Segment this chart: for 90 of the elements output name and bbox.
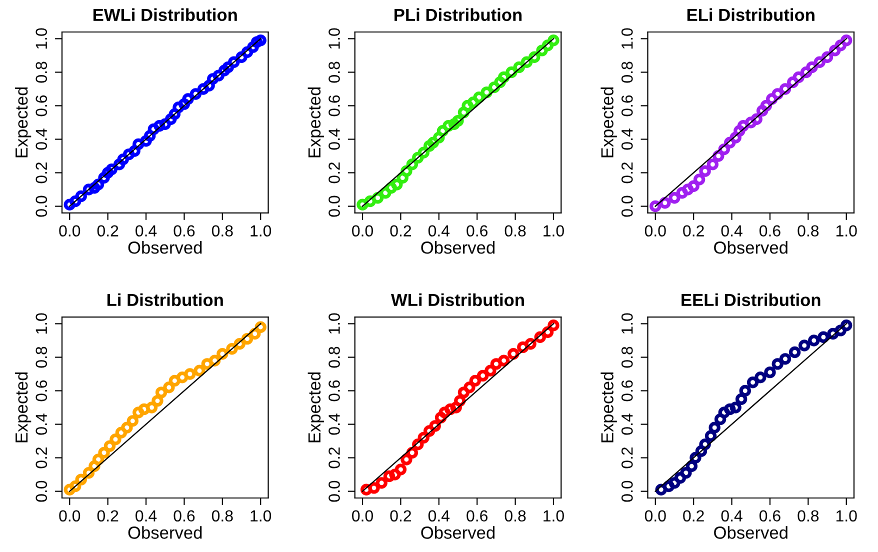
x-tick-label: 0.4 [721,225,742,237]
y-tick-label: 0.8 [36,62,48,83]
x-tick-label: 1.0 [544,225,564,237]
x-tick-label: 0.2 [390,510,412,522]
x-axis-title: Observed [714,526,788,539]
x-tick-label: 0.0 [352,510,373,522]
x-axis-title: Observed [421,241,495,254]
x-tick-label: 1.0 [250,225,272,237]
y-axis-title: Expected [308,87,324,158]
y-tick-label: 0.0 [621,480,633,502]
chart-title: EELi Distribution [682,293,820,306]
x-tick-label: 0.6 [466,510,488,522]
y-tick-label: 0.0 [621,196,633,217]
x-axis-title: Observed [128,526,202,539]
y-tick-label: 0.0 [36,196,48,217]
y-tick-label: 1.0 [328,28,340,49]
x-tick-label: 0.4 [428,225,450,237]
y-tick-label: 0.2 [36,447,48,468]
x-tick-label: 0.8 [504,510,526,522]
y-tick-label: 0.0 [328,196,340,217]
y-tick-label: 1.0 [36,313,48,334]
x-axis-title: Observed [714,241,788,254]
x-tick-label: 0.0 [59,225,80,237]
y-tick-label: 0.4 [621,128,633,150]
y-tick-label: 0.4 [621,414,633,435]
x-tick-label: 0.2 [97,225,118,237]
x-tick-label: 0.8 [504,225,526,237]
x-tick-label: 0.8 [798,225,819,237]
x-tick-label: 0.4 [136,510,157,522]
y-tick-label: 0.8 [621,346,633,368]
y-tick-label: 0.2 [621,447,633,468]
x-tick-label: 0.4 [428,510,450,522]
y-tick-label: 0.6 [36,380,48,402]
x-tick-label: 0.8 [798,510,819,522]
x-tick-label: 1.0 [836,225,857,237]
y-tick-label: 0.4 [36,128,48,150]
y-tick-label: 0.6 [621,95,633,116]
y-tick-label: 0.0 [328,480,340,502]
y-axis-title: Expected [308,372,324,442]
x-tick-label: 0.6 [759,510,780,522]
y-axis-title: Expected [14,372,32,442]
x-axis-title: Observed [421,526,495,539]
y-tick-label: 0.2 [36,162,48,184]
chart-title: Li Distribution [107,293,223,306]
y-tick-label: 0.8 [328,346,340,368]
x-tick-label: 1.0 [250,510,272,522]
y-axis-title: Expected [600,87,617,158]
x-tick-label: 0.0 [352,225,373,237]
y-tick-label: 0.8 [328,62,340,83]
y-tick-label: 0.8 [36,346,48,368]
y-tick-label: 0.6 [621,380,633,402]
x-tick-label: 0.8 [212,510,233,522]
chart-title: ELi Distribution [687,8,814,22]
y-tick-label: 0.8 [621,62,633,83]
x-tick-label: 1.0 [544,510,564,522]
y-tick-label: 0.4 [36,414,48,435]
y-tick-label: 0.2 [328,162,340,184]
y-tick-label: 1.0 [621,28,633,49]
x-tick-label: 0.2 [390,225,412,237]
y-tick-label: 1.0 [328,313,340,334]
x-tick-label: 0.4 [721,510,742,522]
x-axis-title: Observed [128,241,202,254]
x-tick-label: 0.6 [466,225,488,237]
x-tick-label: 0.2 [683,225,704,237]
y-tick-label: 0.0 [36,480,48,502]
x-tick-label: 0.2 [683,510,704,522]
y-tick-label: 0.2 [328,447,340,468]
y-tick-label: 0.6 [328,95,340,116]
x-tick-label: 0.6 [174,225,195,237]
y-tick-label: 1.0 [36,28,48,49]
y-axis-title: Expected [14,87,32,158]
chart-title: EWLi Distribution [93,8,237,22]
chart-title: PLi Distribution [394,8,522,22]
chart-title: WLi Distribution [391,293,524,306]
y-tick-label: 0.4 [328,128,340,150]
x-tick-label: 0.4 [136,225,157,237]
x-tick-label: 0.8 [212,225,233,237]
x-tick-label: 0.6 [759,225,780,237]
x-tick-label: 0.0 [59,510,80,522]
x-tick-label: 0.2 [97,510,118,522]
y-axis-title: Expected [600,372,617,442]
x-tick-label: 0.0 [644,225,666,237]
x-tick-label: 1.0 [836,510,857,522]
x-tick-label: 0.0 [644,510,666,522]
y-tick-label: 0.6 [328,380,340,402]
y-tick-label: 0.6 [36,95,48,116]
x-tick-label: 0.6 [174,510,195,522]
y-tick-label: 0.2 [621,162,633,184]
y-tick-label: 1.0 [621,313,633,334]
y-tick-label: 0.4 [328,414,340,435]
